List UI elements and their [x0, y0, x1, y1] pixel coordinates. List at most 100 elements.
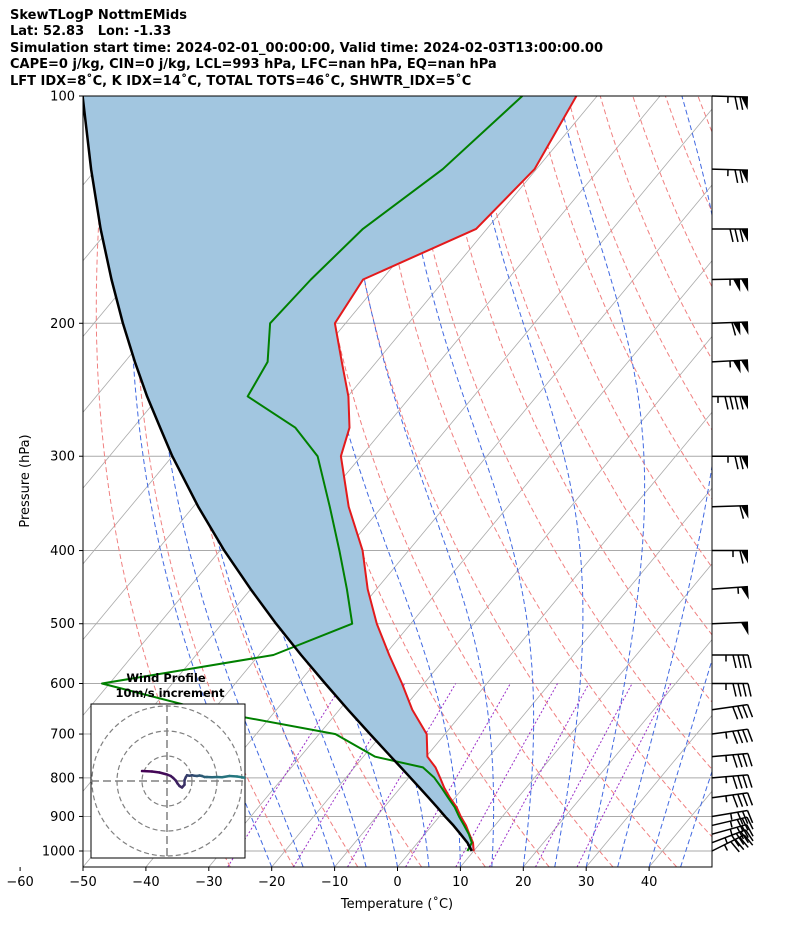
hodograph-trace — [235, 775, 245, 780]
isotherm — [460, 563, 712, 867]
isotherm — [711, 866, 712, 867]
y-axis-label: Pressure (hPa) — [18, 434, 33, 527]
hodograph-title: Wind Profile — [126, 671, 206, 685]
dry-adiabat — [404, 96, 712, 771]
dry-adiabat — [436, 96, 712, 703]
hodograph-trace — [150, 770, 161, 774]
wind-barb — [712, 654, 752, 669]
isotherm — [397, 487, 712, 867]
x-tick-label: 30 — [578, 875, 595, 890]
axis-ticks: −60 −50 −40 −30 −20 −10 0 10 20 30 40 1000 900 800 700… — [6, 90, 657, 891]
dewpoint-line — [101, 96, 523, 852]
isotherm — [522, 639, 712, 867]
dry-adiabat — [371, 96, 712, 838]
y-tick-label: 900 — [50, 810, 75, 825]
wind-barb — [711, 168, 749, 184]
x-tick-label: −60 — [6, 875, 33, 890]
mixing-ratio-line — [488, 683, 590, 867]
dry-adiabat — [134, 96, 295, 867]
y-tick-label: 1000 — [42, 845, 75, 860]
dry-adiabat — [599, 96, 712, 361]
y-tick-label: 800 — [50, 771, 75, 786]
wind-barb — [711, 95, 749, 110]
isotherm — [83, 96, 95, 110]
moist-adiabat — [680, 770, 712, 867]
wind-barb — [712, 228, 748, 243]
x-axis-label: Temperature (˚C) — [340, 896, 453, 912]
wind-barb — [712, 455, 748, 470]
hodograph-trace — [158, 771, 169, 776]
x-tick-label: 0 — [393, 875, 401, 890]
hodograph-trace — [262, 779, 272, 780]
wind-barb — [711, 809, 754, 825]
hodograph-trace — [287, 781, 292, 782]
dry-adiabat — [502, 96, 712, 569]
dry-adiabat — [206, 96, 423, 867]
hodograph-subtitle: 10m/s increment — [116, 686, 225, 700]
hodograph-trace — [272, 779, 280, 780]
wind-barb — [711, 504, 749, 519]
hodograph-trace — [220, 774, 231, 779]
wind-barb — [711, 278, 749, 292]
isotherm — [585, 714, 712, 867]
wind-barb — [711, 752, 753, 768]
mixing-ratio-line — [455, 683, 558, 867]
wind-barb — [711, 774, 753, 790]
parcel-path-line — [83, 96, 473, 852]
wind-barb — [711, 792, 754, 808]
wind-barb — [711, 585, 749, 600]
chart-title: SkewTLogP NottmEMids — [10, 8, 188, 23]
moist-adiabat — [558, 96, 646, 867]
moist-adiabat — [466, 96, 584, 867]
location-line: Lat: 52.83 Lon: -1.33 — [10, 24, 172, 40]
mixing-ratio-line — [535, 683, 633, 867]
isotherm — [648, 790, 712, 867]
isotherm — [208, 260, 712, 867]
x-tick-label: −50 — [69, 875, 96, 890]
wind-barb — [711, 321, 749, 336]
x-tick-label: −30 — [195, 875, 222, 890]
wind-barb — [711, 728, 754, 744]
index-line: LFT IDX=8˚C, K IDX=14˚C, TOTAL TOTS=46˚C… — [10, 73, 472, 89]
cape-line: CAPE=0 j/kg, CIN=0 j/kg, LCL=993 hPa, LF… — [10, 57, 497, 73]
dry-adiabat — [534, 96, 712, 500]
chart-header: SkewTLogP NottmEMids Lat: 52.83 Lon: -1.… — [10, 8, 790, 90]
dry-adiabat — [567, 96, 712, 431]
y-tick-label: 500 — [50, 617, 75, 632]
dry-adiabat — [763, 96, 794, 867]
x-tick-label: −20 — [258, 875, 285, 890]
time-line: Simulation start time: 2024-02-01_00:00:… — [10, 40, 603, 56]
dry-adiabat — [339, 96, 678, 867]
dry-adiabat — [306, 96, 614, 867]
moist-adiabat — [341, 96, 495, 867]
y-tick-label: 700 — [50, 728, 75, 743]
mixing-ratio-line — [347, 683, 457, 867]
data-layer — [83, 96, 578, 852]
wind-barb — [712, 395, 748, 410]
hodograph-trace — [140, 769, 154, 773]
dry-adiabat — [731, 96, 794, 867]
cin-shading — [83, 96, 577, 851]
wind-barb — [711, 621, 749, 636]
wind-barbs — [711, 95, 754, 853]
temperature-line — [333, 96, 578, 852]
wind-barb — [711, 816, 754, 832]
x-tick-label: 20 — [515, 875, 532, 890]
wind-barb — [712, 682, 752, 697]
wind-barb — [711, 703, 754, 720]
moist-adiabat — [130, 96, 273, 867]
x-tick-label: 40 — [641, 875, 658, 890]
wind-barb — [711, 359, 749, 374]
mixing-ratio-line — [576, 683, 672, 867]
moist-adiabat — [648, 658, 712, 867]
y-tick-label: 400 — [50, 544, 75, 559]
y-tick-label: 200 — [50, 317, 75, 332]
x-tick-label: −40 — [132, 875, 159, 890]
hodograph-trace — [228, 774, 239, 778]
moist-adiabat — [297, 96, 461, 867]
wind-barb — [711, 834, 754, 853]
wind-barb — [712, 549, 748, 564]
y-tick-label: 300 — [50, 450, 75, 465]
